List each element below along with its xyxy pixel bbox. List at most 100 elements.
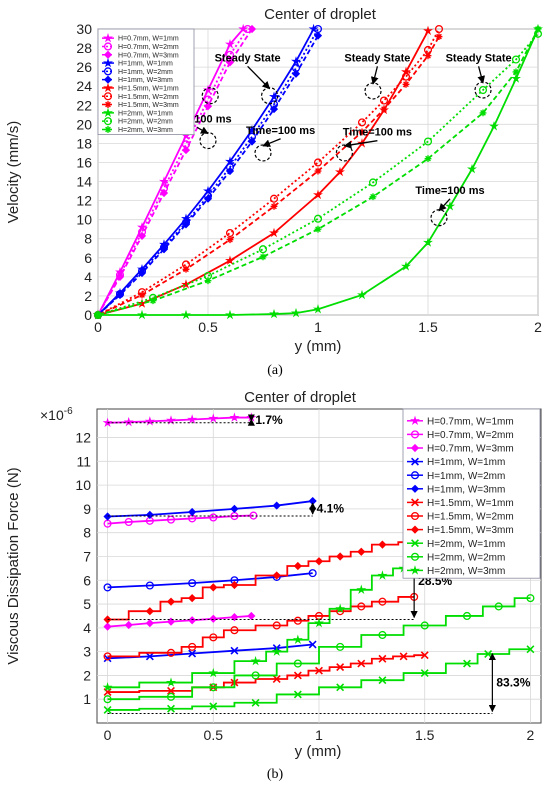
legend-label-h-1mm-w-2mm: H=1mm, W=2mm [427, 471, 505, 482]
legend-swatch-marker [410, 471, 420, 480]
data-point-h-2mm-w-3mm [314, 225, 322, 233]
data-point-h-1-5mm-w-3mm [380, 105, 388, 113]
data-point-h-2mm-w-2mm [423, 137, 433, 146]
data-point-h-1mm-w-1mm [308, 640, 317, 649]
data-point-h-2mm-w-2mm [313, 214, 323, 223]
data-point-h-1mm-w-3mm [247, 137, 257, 146]
annotation-label: Time=100 ms [415, 185, 484, 197]
data-point-h-1mm-w-3mm [272, 501, 281, 510]
data-point-h-1mm-w-3mm [188, 507, 197, 517]
data-point-h-1mm-w-1mm [308, 23, 319, 34]
data-point-h-2mm-w-3mm [102, 682, 113, 692]
legend-label-h-2mm-w-3mm: H=2mm, W=3mm [118, 127, 173, 134]
annotation-label: Steady State [215, 52, 281, 64]
data-point-h-1-5mm-w-2mm [357, 118, 367, 127]
data-point-h-1-5mm-w-1mm [423, 25, 433, 36]
data-point-h-1-5mm-w-3mm [435, 33, 443, 41]
annotation-arrow [370, 66, 379, 85]
data-point-h-2mm-w-2mm [166, 692, 176, 701]
y-tick-label: 12 [75, 430, 91, 446]
x-tick-label: 2 [527, 727, 535, 743]
data-point-h-1mm-w-1mm [225, 156, 235, 166]
data-point-h-2mm-w-2mm [511, 55, 521, 64]
legend-swatch-marker [103, 57, 113, 68]
series-h-2mm-w-3mm [94, 25, 542, 319]
x-tick-label: 0 [104, 727, 112, 743]
data-point-h-1mm-w-3mm [225, 166, 235, 176]
y-tick-label: 3 [83, 644, 91, 660]
data-point-h-1mm-w-3mm [115, 290, 125, 300]
data-point-h-1-5mm-w-2mm [166, 648, 176, 657]
y-tick-label: 5 [83, 596, 91, 612]
data-point-h-1mm-w-3mm [181, 220, 191, 229]
annotation-circle [201, 87, 219, 105]
panel-b-xlabel: y (mm) [295, 743, 342, 760]
y-tick-label: 9 [83, 501, 91, 517]
data-point-h-1-5mm-w-1mm [269, 227, 279, 238]
annotation-arrow [477, 66, 485, 84]
x-tick-label: 0 [94, 319, 102, 335]
y-tick-label: 20 [76, 116, 92, 132]
data-point-h-2mm-w-2mm [251, 671, 260, 680]
legend-swatch-marker [410, 443, 420, 453]
data-point-h-1-5mm-w-2mm [209, 633, 218, 642]
legend-label-h-1-5mm-w-2mm: H=1.5mm, W=2mm [427, 512, 514, 523]
data-point-h-0-7mm-w-2mm [209, 513, 218, 522]
data-point-h-1-5mm-w-3mm [138, 291, 146, 299]
legend-swatch-marker [410, 565, 420, 575]
data-point-h-1-5mm-w-2mm [225, 228, 235, 238]
legend-swatch-marker [103, 32, 113, 43]
legend-label-h-0-7mm-w-3mm: H=0.7mm, W=3mm [118, 52, 179, 59]
panel-b-y-multiplier-exp: -6 [64, 406, 73, 417]
y-tick-label: 2 [84, 288, 92, 304]
legend-swatch-marker [103, 67, 113, 76]
data-point-h-2mm-w-3mm [166, 677, 176, 687]
series-h-0-7mm-w-2mm [103, 511, 258, 528]
annotation-arrow [262, 138, 281, 147]
panel-b-label: (b) [267, 767, 284, 782]
panel-b-y-multiplier-base: ×10 [40, 407, 64, 423]
series-line-h-0-7mm-w-1mm [107, 416, 252, 424]
series-h-1-5mm-w-3mm [103, 538, 419, 624]
x-tick-label: 1 [315, 727, 323, 743]
x-tick-label: 2 [534, 319, 542, 335]
annotation-arrow [196, 126, 209, 135]
data-point-h-2mm-w-2mm [494, 602, 503, 611]
data-point-h-1mm-w-1mm [291, 56, 301, 66]
data-point-h-1-5mm-w-3mm [103, 615, 112, 624]
y-tick-label: 4 [83, 620, 91, 636]
data-point-h-1-5mm-w-1mm [420, 651, 429, 660]
data-point-h-2mm-w-2mm [378, 630, 387, 640]
data-point-h-1-5mm-w-3mm [166, 597, 176, 606]
data-point-h-1-5mm-w-3mm [226, 236, 234, 244]
data-point-h-1-5mm-w-1mm [315, 666, 323, 675]
y-tick-label: 10 [76, 212, 92, 228]
data-point-h-0-7mm-w-1mm [159, 176, 169, 186]
y-tick-label: 8 [83, 525, 91, 541]
legend-label-h-2mm-w-1mm: H=2mm, W=1mm [118, 110, 173, 117]
data-point-h-0-7mm-w-3mm [247, 611, 256, 621]
data-point-h-2mm-w-1mm [291, 307, 301, 318]
data-point-h-0-7mm-w-1mm [225, 39, 235, 49]
data-point-h-2mm-w-1mm [269, 308, 279, 319]
data-point-h-2mm-w-1mm [445, 201, 455, 211]
data-point-h-2mm-w-1mm [401, 261, 411, 271]
annotation-circle [254, 144, 272, 162]
y-tick-label: 22 [76, 97, 92, 113]
legend-label-h-2mm-w-2mm: H=2mm, W=2mm [118, 119, 173, 126]
data-point-h-2mm-w-3mm [292, 634, 303, 644]
data-point-h-0-7mm-w-1mm [203, 84, 213, 95]
data-point-h-2mm-w-3mm [534, 25, 542, 33]
data-point-h-1-5mm-w-3mm [270, 202, 278, 210]
data-point-h-2mm-w-3mm [204, 277, 212, 285]
data-point-h-1-5mm-w-3mm [188, 594, 197, 603]
legend-box [402, 408, 541, 579]
data-point-h-1mm-w-1mm [188, 649, 197, 658]
data-point-h-2mm-w-3mm [208, 667, 219, 678]
series-h-0-7mm-w-1mm [102, 412, 257, 428]
data-point-h-2mm-w-3mm [369, 193, 377, 201]
series-line-h-2mm-w-3mm [97, 28, 539, 316]
annotation-arrow [343, 140, 378, 149]
data-point-h-2mm-w-1mm [467, 163, 477, 174]
